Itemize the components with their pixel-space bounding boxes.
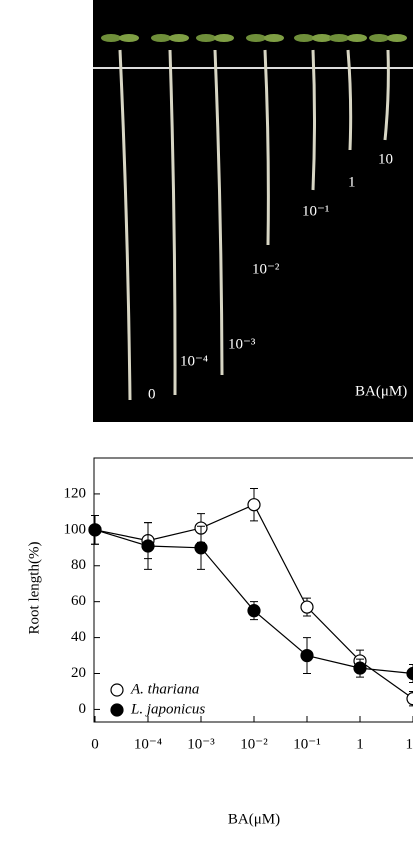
root — [313, 50, 315, 190]
leaf — [347, 34, 367, 42]
data-point — [89, 524, 101, 536]
photo-label: 10⁻⁴ — [180, 353, 208, 369]
data-point — [248, 499, 260, 511]
x-tick-label: 0 — [91, 736, 99, 752]
leaf — [387, 34, 407, 42]
data-point — [301, 601, 313, 613]
photo-label: 10⁻¹ — [302, 203, 329, 219]
y-tick-label: 60 — [71, 593, 86, 609]
data-point — [407, 668, 413, 680]
leaf — [369, 34, 389, 42]
leaf — [169, 34, 189, 42]
legend-label: A. thariana — [130, 681, 199, 697]
photo-unit: BA(μM) — [355, 383, 407, 399]
y-tick-label: 80 — [71, 557, 86, 573]
data-point — [248, 605, 260, 617]
data-point — [301, 650, 313, 662]
x-tick-label: 10⁻³ — [187, 736, 215, 752]
data-point — [354, 662, 366, 674]
y-tick-label: 100 — [64, 521, 87, 537]
y-axis-label: Root length(%) — [26, 542, 42, 635]
x-tick-label: 10⁻⁴ — [134, 736, 162, 752]
leaf — [246, 34, 266, 42]
photo-label: 10 — [378, 151, 393, 167]
leaf — [119, 34, 139, 42]
leaf — [151, 34, 171, 42]
x-tick-label: 10⁻² — [240, 736, 268, 752]
x-tick-label: 10⁻¹ — [293, 736, 320, 752]
y-tick-label: 0 — [79, 701, 87, 717]
leaf — [294, 34, 314, 42]
x-tick-label: 10 — [406, 736, 413, 752]
legend-label: L. japonicus — [130, 701, 205, 717]
photo — [93, 0, 413, 422]
photo-label: 1 — [348, 174, 356, 190]
leaf — [214, 34, 234, 42]
leaf — [329, 34, 349, 42]
photo-label: 10⁻² — [252, 261, 280, 277]
x-axis-label: BA(μM) — [228, 811, 280, 827]
data-point — [195, 542, 207, 554]
legend-marker — [111, 704, 123, 716]
y-tick-label: 20 — [71, 665, 86, 681]
leaf — [196, 34, 216, 42]
legend-marker — [111, 684, 123, 696]
photo-label: 0 — [148, 386, 156, 402]
y-tick-label: 40 — [71, 629, 86, 645]
leaf — [264, 34, 284, 42]
leaf — [101, 34, 121, 42]
photo-label: 10⁻³ — [228, 336, 256, 352]
data-point — [142, 540, 154, 552]
y-tick-label: 120 — [64, 485, 87, 501]
x-tick-label: 1 — [356, 736, 364, 752]
